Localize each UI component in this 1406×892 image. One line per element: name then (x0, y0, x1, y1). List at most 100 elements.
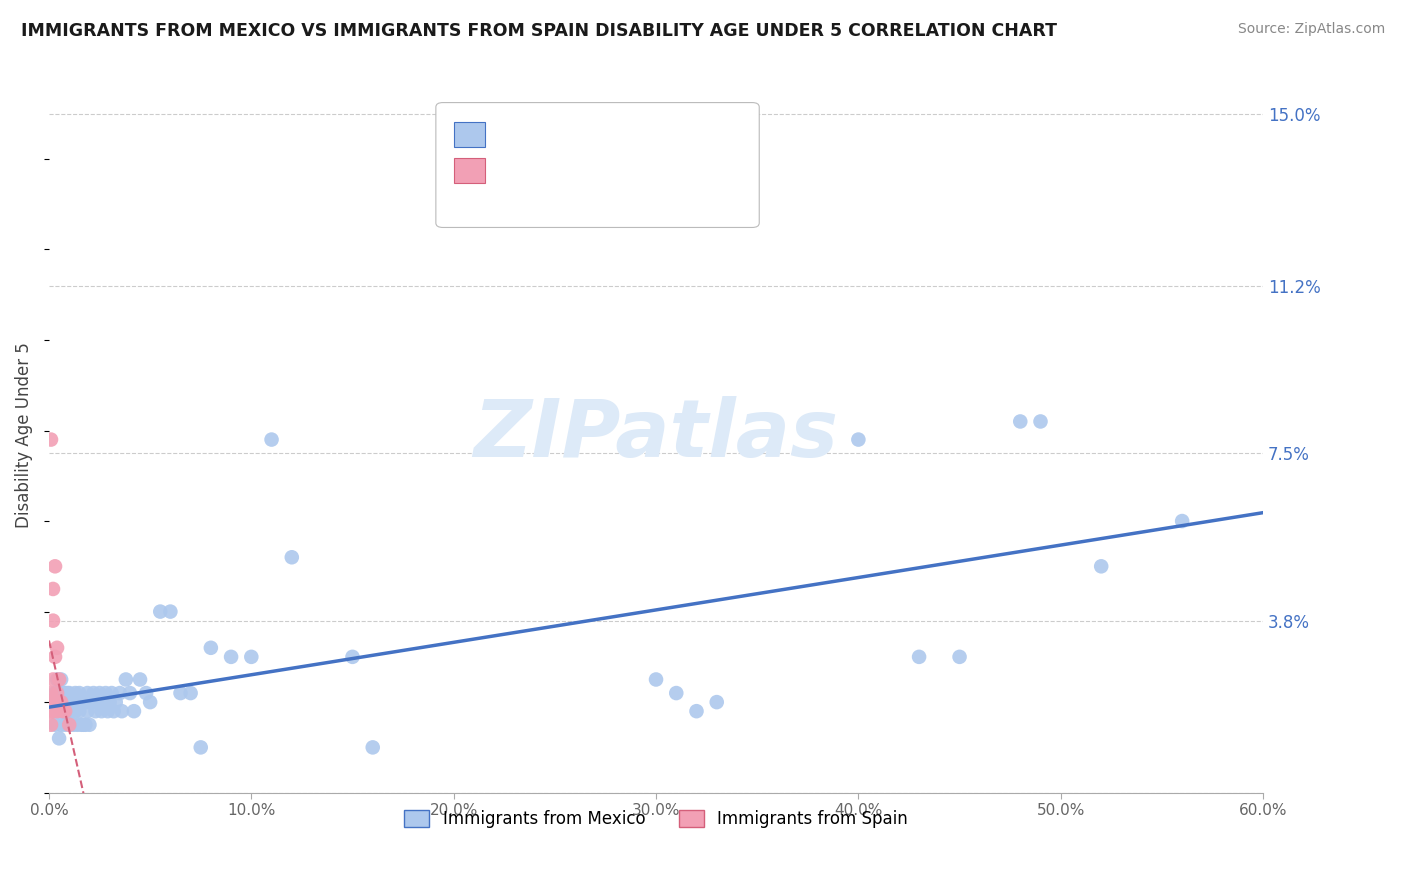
Point (44, 686, 66, 700)
Point (79, 695, 101, 709)
Point (42, 704, 65, 718)
Point (44, 649, 66, 664)
Point (848, 433, 870, 447)
Point (180, 686, 202, 700)
Point (706, 695, 728, 709)
Point (342, 649, 364, 664)
Point (49, 673, 72, 687)
Point (97, 704, 120, 718)
Point (219, 649, 242, 664)
Point (103, 704, 125, 718)
Point (48, 704, 70, 718)
Point (80, 695, 103, 709)
Point (62, 695, 84, 709)
Point (89, 686, 111, 700)
Point (361, 740, 384, 755)
Point (49, 695, 72, 709)
Point (46, 704, 69, 718)
Y-axis label: Disability Age Under 5: Disability Age Under 5 (15, 343, 32, 528)
Point (60, 704, 83, 718)
Point (84, 704, 107, 718)
Point (93, 695, 115, 709)
Point (118, 686, 141, 700)
Point (46, 704, 69, 718)
Point (46, 640, 69, 655)
Point (115, 673, 138, 687)
Point (260, 433, 283, 447)
Point (53, 704, 76, 718)
Point (200, 640, 222, 655)
Point (75, 718, 97, 732)
Point (56, 686, 79, 700)
Point (42, 695, 65, 709)
Point (53, 704, 76, 718)
Point (39, 704, 62, 718)
Point (46, 686, 69, 700)
Point (122, 704, 145, 718)
Point (58, 718, 80, 732)
Point (42, 614, 65, 628)
Text: ZIPatlas: ZIPatlas (474, 396, 838, 474)
Point (82, 686, 104, 700)
Point (149, 605, 172, 619)
Point (1029, 414, 1052, 428)
Point (240, 649, 263, 664)
Point (44, 695, 66, 709)
Point (645, 673, 668, 687)
Point (190, 740, 212, 755)
Point (49, 718, 72, 732)
Point (159, 605, 181, 619)
Point (46, 673, 69, 687)
Legend: Immigrants from Mexico, Immigrants from Spain: Immigrants from Mexico, Immigrants from … (398, 803, 914, 834)
Point (58, 704, 80, 718)
Point (48, 731, 70, 746)
Point (98, 695, 121, 709)
Point (60, 695, 83, 709)
Point (135, 686, 157, 700)
Point (52, 704, 75, 718)
Point (42, 582, 65, 596)
Point (86, 695, 108, 709)
Point (39, 686, 62, 700)
Point (1171, 514, 1194, 528)
Point (70, 695, 93, 709)
Point (49, 686, 72, 700)
Point (139, 695, 162, 709)
Point (58, 718, 80, 732)
Point (42, 673, 65, 687)
Point (52, 704, 75, 718)
Point (65, 704, 87, 718)
Point (76, 686, 98, 700)
Point (76, 704, 98, 718)
Point (58, 686, 80, 700)
Point (75, 695, 97, 709)
Point (44, 718, 66, 732)
Point (72, 695, 94, 709)
Point (104, 695, 127, 709)
Point (111, 704, 134, 718)
Text: IMMIGRANTS FROM MEXICO VS IMMIGRANTS FROM SPAIN DISABILITY AGE UNDER 5 CORRELATI: IMMIGRANTS FROM MEXICO VS IMMIGRANTS FRO… (21, 22, 1057, 40)
Point (94, 686, 117, 700)
Point (908, 649, 931, 664)
Point (48, 695, 70, 709)
Point (52, 695, 75, 709)
Point (39, 433, 62, 447)
Point (79, 718, 101, 732)
Point (42, 695, 65, 709)
Point (90, 704, 112, 718)
Point (685, 704, 707, 718)
Point (281, 550, 304, 565)
Point (72, 718, 94, 732)
Point (53, 718, 76, 732)
Point (665, 686, 688, 700)
Point (1090, 559, 1112, 574)
Point (52, 686, 75, 700)
Point (948, 649, 970, 664)
Point (53, 686, 76, 700)
Point (67, 704, 90, 718)
Point (70, 718, 93, 732)
Point (62, 718, 84, 732)
Point (65, 686, 87, 700)
Point (66, 695, 89, 709)
Text: R =  0.156    N = 21: R = 0.156 N = 21 (496, 161, 664, 179)
